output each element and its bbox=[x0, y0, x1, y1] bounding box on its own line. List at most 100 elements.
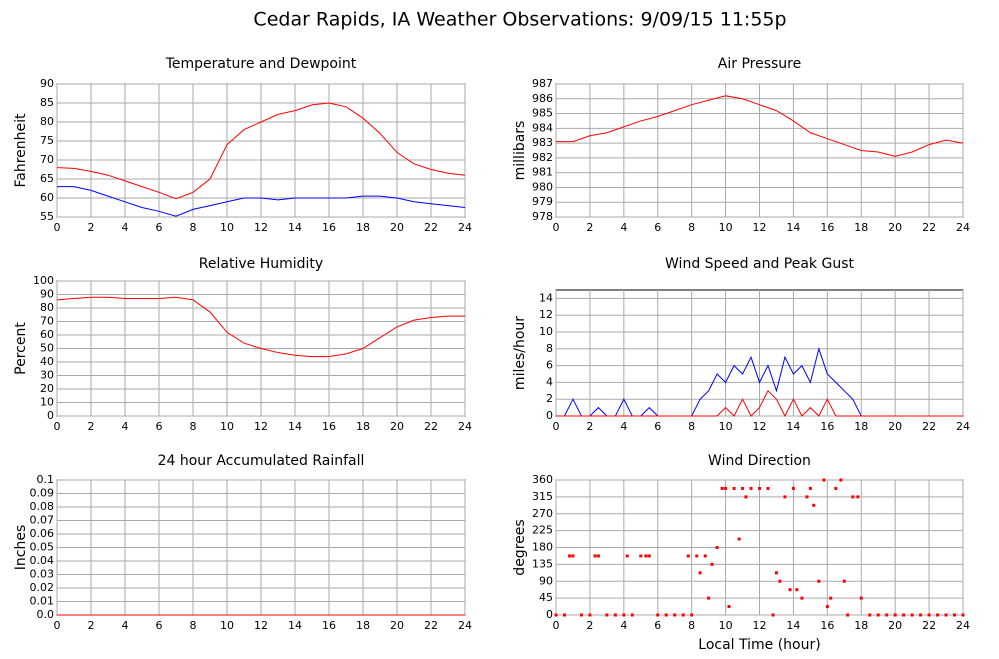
y-tick-label: 0.06 bbox=[30, 527, 55, 540]
x-tick-label: 24 bbox=[458, 420, 472, 433]
data-point bbox=[568, 554, 572, 558]
y-tick-label: 986 bbox=[532, 92, 553, 105]
x-tick-label: 0 bbox=[553, 619, 560, 632]
y-tick-label: 60 bbox=[40, 191, 54, 204]
y-tick-label: 55 bbox=[40, 210, 54, 223]
x-tick-label: 10 bbox=[719, 221, 733, 234]
x-tick-label: 20 bbox=[390, 619, 404, 632]
y-tick-label: 80 bbox=[40, 115, 54, 128]
y-tick-label: 90 bbox=[539, 574, 553, 587]
data-point bbox=[910, 613, 914, 617]
x-tick-label: 2 bbox=[88, 619, 95, 632]
x-axis-label: Local Time (hour) bbox=[698, 637, 820, 653]
y-tick-label: 981 bbox=[532, 166, 553, 179]
data-point bbox=[737, 537, 741, 541]
x-tick-label: 16 bbox=[322, 420, 336, 433]
y-tick-label: 10 bbox=[539, 325, 553, 338]
data-point bbox=[749, 486, 753, 490]
y-tick-label: 982 bbox=[532, 151, 553, 164]
y-tick-label: 70 bbox=[40, 153, 54, 166]
data-point bbox=[562, 613, 566, 617]
y-tick-label: 0.05 bbox=[30, 541, 55, 554]
chart-title: Wind Speed and Peak Gust bbox=[665, 256, 854, 272]
y-tick-label: 0.01 bbox=[30, 595, 55, 608]
data-line bbox=[57, 186, 466, 217]
data-point bbox=[808, 486, 812, 490]
data-point bbox=[644, 554, 648, 558]
x-tick-label: 6 bbox=[654, 221, 661, 234]
data-point bbox=[876, 613, 880, 617]
y-tick-label: 12 bbox=[539, 308, 553, 321]
data-point bbox=[834, 486, 838, 490]
data-point bbox=[936, 613, 940, 617]
x-tick-label: 20 bbox=[390, 420, 404, 433]
data-point bbox=[656, 613, 660, 617]
x-tick-label: 4 bbox=[122, 221, 129, 234]
x-tick-label: 10 bbox=[220, 619, 234, 632]
data-point bbox=[800, 596, 804, 600]
data-point bbox=[771, 613, 775, 617]
x-tick-label: 12 bbox=[254, 619, 268, 632]
data-point bbox=[829, 596, 833, 600]
data-point bbox=[885, 613, 889, 617]
x-tick-label: 18 bbox=[356, 221, 370, 234]
y-axis-label: Fahrenheit bbox=[13, 113, 29, 188]
y-tick-label: 60 bbox=[40, 328, 54, 341]
data-point bbox=[817, 579, 821, 583]
x-tick-label: 10 bbox=[719, 619, 733, 632]
x-tick-label: 14 bbox=[288, 619, 302, 632]
x-tick-label: 0 bbox=[553, 221, 560, 234]
y-tick-label: 0.08 bbox=[30, 500, 55, 513]
data-point bbox=[622, 613, 626, 617]
x-tick-label: 18 bbox=[854, 420, 868, 433]
y-tick-label: 979 bbox=[532, 195, 553, 208]
x-tick-label: 4 bbox=[620, 619, 627, 632]
y-tick-label: 85 bbox=[40, 96, 54, 109]
data-line bbox=[56, 102, 466, 200]
y-tick-label: 6 bbox=[546, 359, 553, 372]
y-tick-label: 65 bbox=[40, 172, 54, 185]
x-tick-label: 4 bbox=[122, 619, 129, 632]
data-point bbox=[596, 554, 600, 558]
x-tick-label: 6 bbox=[654, 420, 661, 433]
x-tick-label: 22 bbox=[922, 221, 936, 234]
y-axis-label: degrees bbox=[512, 519, 528, 575]
y-axis-label: Inches bbox=[13, 525, 29, 570]
page-title: Cedar Rapids, IA Weather Observations: 9… bbox=[253, 9, 786, 31]
data-point bbox=[698, 571, 702, 575]
x-tick-label: 12 bbox=[254, 420, 268, 433]
x-tick-label: 20 bbox=[888, 619, 902, 632]
x-tick-label: 8 bbox=[688, 221, 695, 234]
data-point bbox=[944, 613, 948, 617]
x-tick-label: 20 bbox=[888, 420, 902, 433]
x-tick-label: 18 bbox=[356, 420, 370, 433]
y-tick-label: 984 bbox=[532, 121, 553, 134]
data-point bbox=[795, 588, 799, 592]
y-tick-label: 50 bbox=[40, 342, 54, 355]
y-axis-label: Percent bbox=[13, 322, 29, 375]
y-tick-label: 0 bbox=[47, 409, 54, 422]
data-point bbox=[919, 613, 923, 617]
y-tick-label: 2 bbox=[546, 392, 553, 405]
x-tick-label: 12 bbox=[753, 619, 767, 632]
y-tick-label: 983 bbox=[532, 136, 553, 149]
x-tick-label: 0 bbox=[54, 221, 61, 234]
y-tick-label: 70 bbox=[40, 315, 54, 328]
data-point bbox=[788, 588, 792, 592]
x-tick-label: 4 bbox=[620, 221, 627, 234]
data-point bbox=[571, 554, 575, 558]
data-point bbox=[673, 613, 677, 617]
data-point bbox=[686, 554, 690, 558]
data-point bbox=[825, 605, 829, 609]
x-tick-label: 16 bbox=[820, 420, 834, 433]
x-tick-label: 0 bbox=[553, 420, 560, 433]
data-point bbox=[588, 613, 592, 617]
data-point bbox=[690, 613, 694, 617]
y-tick-label: 360 bbox=[532, 473, 553, 486]
x-tick-label: 22 bbox=[922, 619, 936, 632]
data-point bbox=[695, 554, 699, 558]
y-tick-label: 90 bbox=[40, 288, 54, 301]
data-point bbox=[868, 613, 872, 617]
x-tick-label: 14 bbox=[288, 420, 302, 433]
data-line bbox=[556, 389, 963, 418]
